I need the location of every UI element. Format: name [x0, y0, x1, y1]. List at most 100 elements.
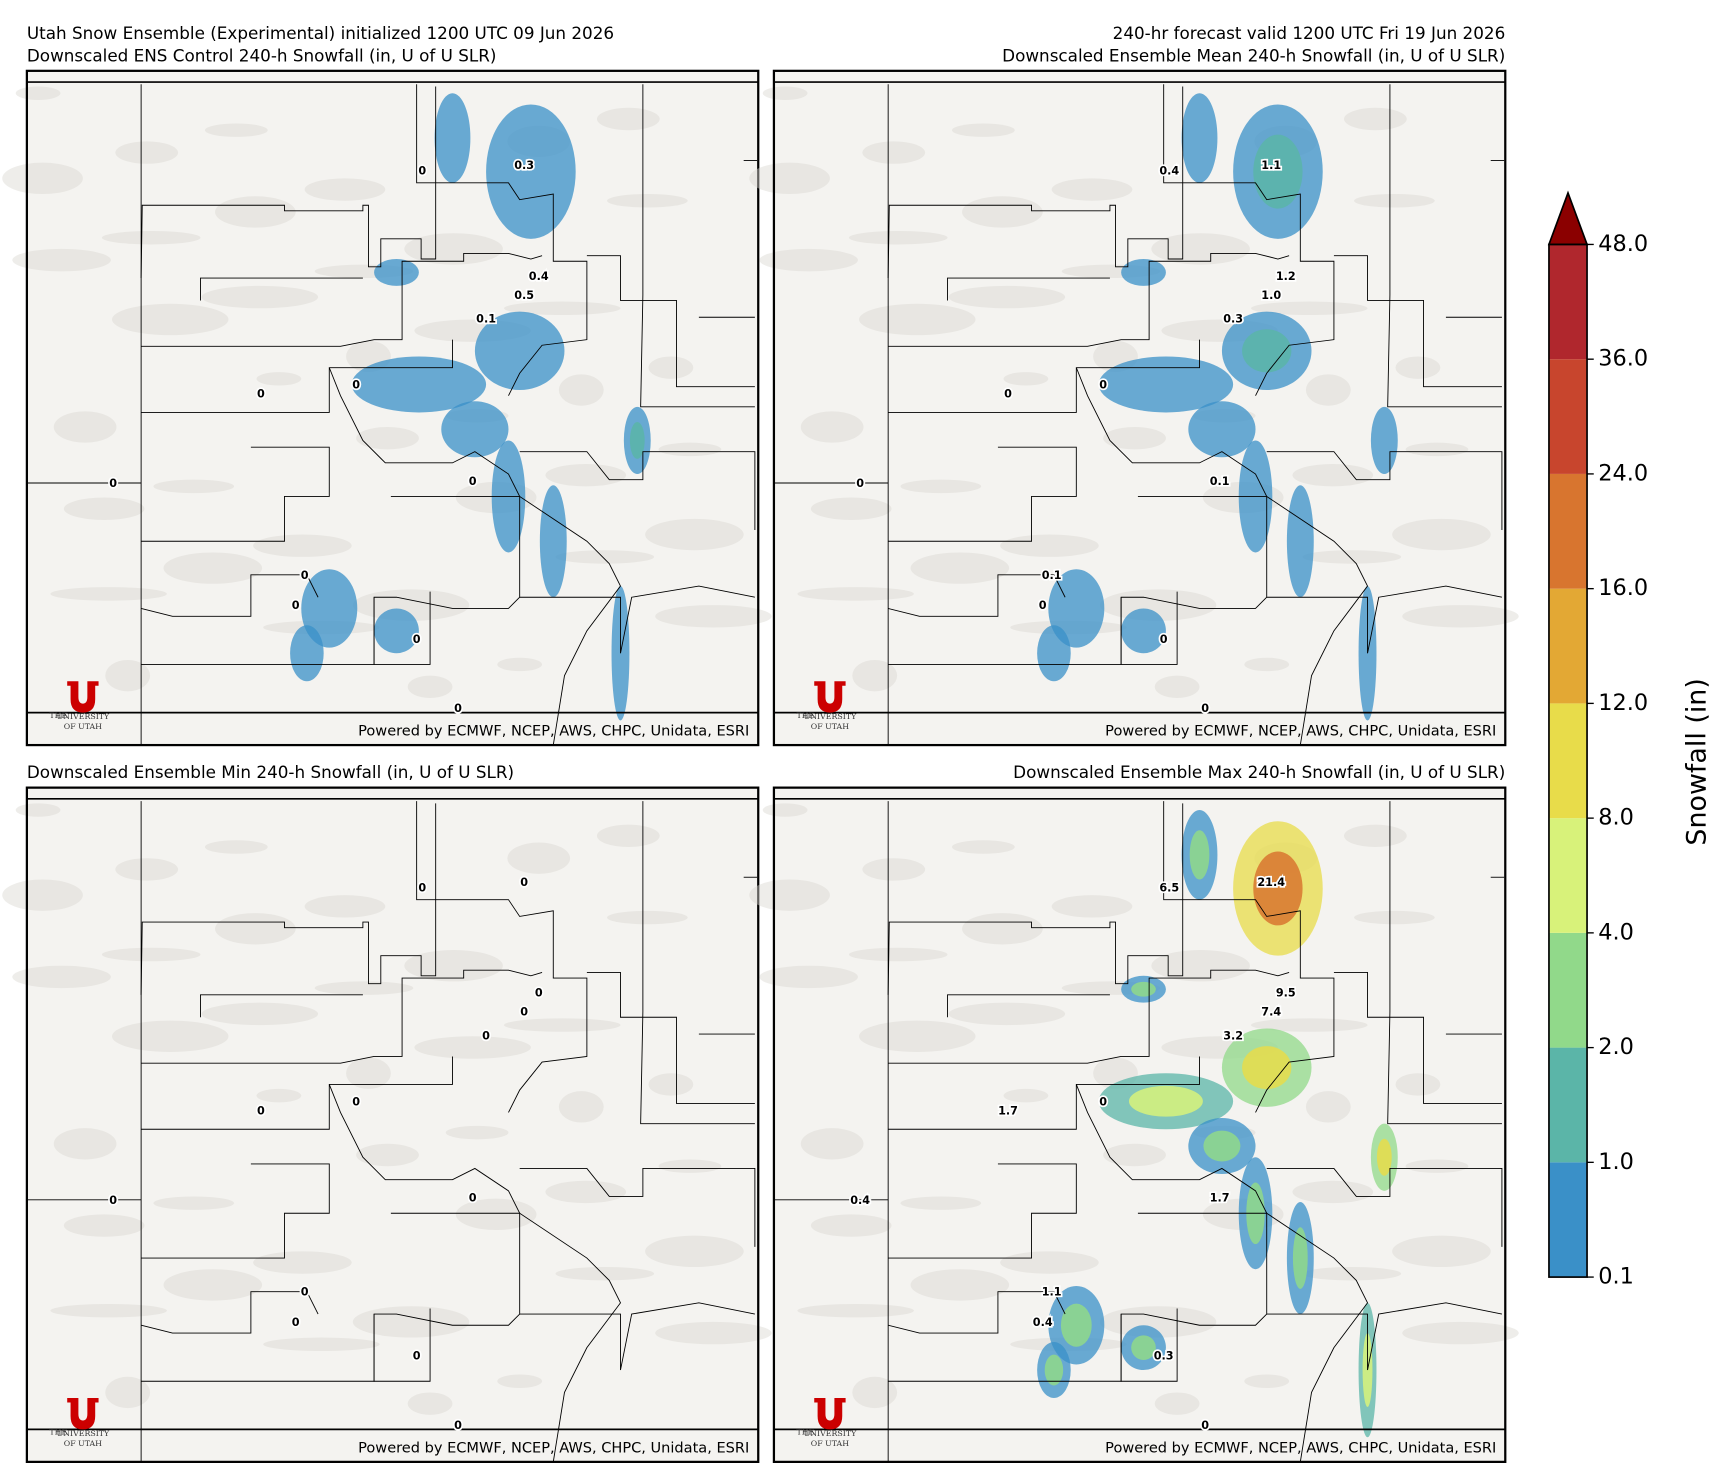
snow-core	[1253, 134, 1303, 209]
terrain-shade	[1051, 895, 1133, 918]
county-border	[947, 994, 1110, 1018]
county-border	[140, 86, 437, 279]
snow-area	[374, 608, 419, 654]
logo-text: THE	[49, 711, 67, 720]
point-label: 0	[1039, 599, 1047, 612]
county-border	[141, 1163, 330, 1259]
terrain-shade	[356, 1143, 419, 1167]
county-border	[1266, 1302, 1503, 1371]
terrain-shade	[859, 303, 976, 336]
terrain-shade	[414, 1036, 531, 1059]
terrain-shade	[658, 442, 722, 457]
terrain-shade	[1395, 1073, 1441, 1096]
terrain-shade	[948, 1002, 1066, 1026]
terrain-shade	[1305, 374, 1351, 406]
snow-core	[1242, 1046, 1292, 1090]
point-label: 0.1	[1210, 475, 1230, 488]
snow-core	[629, 421, 645, 459]
county-border	[1120, 1308, 1178, 1382]
terrain-shade	[507, 842, 571, 874]
terrain-shade	[648, 356, 694, 379]
colorbar-segment	[1548, 703, 1588, 819]
terrain-shade	[900, 479, 982, 494]
point-label: 0.4	[529, 270, 549, 283]
terrain-shade	[900, 1196, 982, 1210]
terrain-shade	[201, 1002, 319, 1026]
logo-u	[67, 681, 99, 713]
colorbar-label: Snowfall (in)	[1681, 678, 1712, 845]
terrain-shade	[607, 910, 688, 925]
terrain-shade	[1251, 301, 1368, 315]
point-label: 0.3	[1223, 312, 1243, 325]
colorbar-segment	[1548, 1047, 1588, 1163]
terrain-shade	[15, 86, 61, 100]
point-label: 0	[454, 1419, 462, 1432]
county-border	[141, 1056, 453, 1130]
terrain-shade	[2, 162, 83, 195]
logo-text: THE	[49, 1428, 67, 1437]
county-border	[373, 591, 431, 665]
point-label: 0	[301, 1286, 309, 1299]
terrain-shade	[1244, 1374, 1290, 1388]
point-label: 0	[535, 987, 543, 1000]
snow-core	[1131, 981, 1156, 997]
snow-area	[374, 259, 419, 286]
point-label: 0	[1160, 633, 1168, 646]
point-label: 0	[413, 633, 421, 646]
snow-area	[474, 311, 565, 391]
terrain-shade	[497, 1374, 543, 1388]
terrain-shade	[1402, 1321, 1519, 1345]
terrain-shade	[545, 463, 627, 487]
terrain-shade	[952, 840, 1015, 854]
terrain-shade	[1405, 442, 1469, 457]
terrain-shade	[910, 1269, 1010, 1301]
snow-core	[1292, 1227, 1308, 1289]
terrain-shade	[304, 178, 386, 201]
colorbar-segment	[1548, 932, 1588, 1048]
county-border	[1333, 971, 1502, 1104]
point-label: 0	[292, 1316, 300, 1329]
county-border	[141, 969, 543, 1064]
terrain-shade	[253, 534, 352, 557]
map-panel: 0 0.3 0.4 0.5 0.1 0 0 0 0 0 0 0 0 Powered by ECMWF, N…	[2, 69, 772, 747]
county-border	[328, 367, 622, 746]
terrain-shade	[253, 1251, 352, 1274]
terrain-shade	[1151, 950, 1250, 982]
terrain-shade	[2, 879, 83, 911]
terrain-shade	[800, 411, 864, 443]
county-border	[141, 252, 543, 347]
point-label: 0	[469, 475, 477, 488]
panel-title: Downscaled ENS Control 240-h Snowfall (i…	[27, 45, 497, 65]
county-border	[1075, 367, 1369, 746]
county-border	[200, 277, 363, 301]
point-label: 0	[1004, 388, 1012, 401]
terrain-shade	[555, 1267, 655, 1281]
county-border	[373, 1308, 431, 1382]
snow-area	[1048, 569, 1105, 648]
point-label: 0	[1099, 1095, 1107, 1108]
county-border	[519, 1302, 755, 1371]
point-label: 3.2	[1223, 1029, 1243, 1042]
point-label: 0	[257, 388, 265, 401]
county-border	[328, 1084, 622, 1462]
terrain-shade	[407, 675, 453, 699]
terrain-shade	[797, 1303, 914, 1318]
colorbar-tick-label: 24.0	[1598, 460, 1648, 486]
county-border	[888, 969, 1290, 1064]
terrain-shade	[558, 374, 604, 406]
terrain-shade	[112, 303, 229, 336]
terrain-shade	[1392, 1235, 1491, 1267]
terrain-shade	[810, 497, 892, 520]
terrain-shade	[15, 803, 61, 817]
terrain-shade	[645, 1235, 744, 1267]
point-label: 0.3	[1154, 1350, 1174, 1363]
terrain-shade	[1392, 518, 1491, 551]
point-label: 0	[469, 1192, 477, 1205]
logo-u	[67, 1398, 99, 1430]
county-border	[519, 451, 756, 531]
colorbar-tick-label: 12.0	[1598, 690, 1648, 716]
terrain-shade	[545, 1180, 627, 1204]
terrain-shade	[204, 840, 268, 854]
